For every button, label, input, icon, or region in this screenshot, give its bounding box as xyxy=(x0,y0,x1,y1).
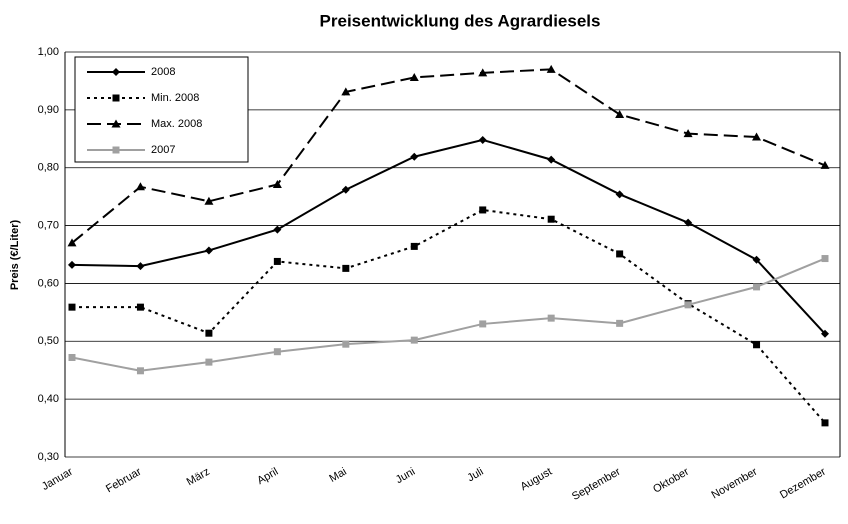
y-tick-label: 0,90 xyxy=(38,104,59,116)
y-tick-label: 0,30 xyxy=(38,451,59,463)
x-tick-label: März xyxy=(185,466,212,489)
series-line xyxy=(72,208,826,424)
data-point xyxy=(820,160,830,169)
x-tick-label: Mai xyxy=(327,466,348,485)
legend-marker xyxy=(111,119,121,128)
y-tick-label: 1,00 xyxy=(38,46,59,58)
data-point xyxy=(479,206,487,214)
data-point xyxy=(204,246,213,255)
data-point xyxy=(616,250,624,258)
data-point xyxy=(752,255,761,264)
data-point xyxy=(272,179,282,188)
data-point xyxy=(410,336,418,344)
legend-label: 2007 xyxy=(151,144,175,156)
data-point xyxy=(273,257,281,265)
y-tick-label: 0,50 xyxy=(38,335,59,347)
y-axis-label: Preis (€/Liter) xyxy=(9,220,21,291)
series-line xyxy=(71,68,826,244)
data-point xyxy=(478,68,488,77)
data-point xyxy=(136,262,145,271)
data-point xyxy=(273,225,282,234)
data-point xyxy=(753,283,761,291)
legend-label: Max. 2008 xyxy=(151,118,202,130)
x-tick-label: November xyxy=(710,466,760,502)
data-point xyxy=(684,218,693,227)
x-tick-label: Juni xyxy=(394,466,417,486)
data-point xyxy=(752,132,762,141)
legend-label: Min. 2008 xyxy=(151,92,199,104)
y-tick-label: 0,60 xyxy=(38,277,59,289)
data-point xyxy=(410,152,419,161)
y-tick-label: 0,80 xyxy=(38,162,59,174)
data-point xyxy=(478,135,487,144)
data-point xyxy=(547,314,555,322)
data-point xyxy=(753,341,761,349)
data-point xyxy=(273,348,281,356)
data-point xyxy=(821,329,829,338)
data-point xyxy=(410,242,418,250)
x-tick-label: Dezember xyxy=(778,466,828,502)
data-point xyxy=(205,329,213,337)
y-tick-label: 0,40 xyxy=(38,393,59,405)
legend-marker xyxy=(112,146,120,154)
data-point xyxy=(821,419,829,427)
data-point xyxy=(341,185,350,194)
data-point xyxy=(136,303,144,311)
series-line xyxy=(71,138,826,335)
data-point xyxy=(684,301,692,309)
data-point xyxy=(68,260,76,269)
x-tick-label: Oktober xyxy=(651,466,691,496)
data-point xyxy=(547,215,555,223)
data-point xyxy=(616,319,624,327)
data-point xyxy=(204,196,214,205)
data-point xyxy=(615,190,624,199)
data-point xyxy=(615,109,625,118)
data-point xyxy=(136,367,144,375)
legend-marker xyxy=(112,94,120,102)
data-point xyxy=(341,87,351,96)
chart-title: Preisentwicklung des Agrardiesels xyxy=(320,11,601,30)
data-point xyxy=(479,320,487,328)
data-point xyxy=(683,129,693,138)
x-tick-label: Juli xyxy=(465,466,485,485)
legend-marker xyxy=(112,68,120,76)
x-tick-label: Januar xyxy=(40,466,75,493)
x-tick-label: Februar xyxy=(104,466,144,496)
data-point xyxy=(547,155,556,164)
data-point xyxy=(342,264,350,272)
x-tick-label: August xyxy=(518,466,554,494)
data-point xyxy=(135,182,145,191)
x-tick-label: September xyxy=(570,466,623,503)
data-point xyxy=(409,72,419,81)
data-point xyxy=(67,238,77,247)
series-line xyxy=(71,257,826,372)
data-point xyxy=(546,64,556,73)
x-tick-label: April xyxy=(255,466,280,487)
data-point xyxy=(68,353,76,361)
data-point xyxy=(821,255,829,263)
data-point xyxy=(205,358,213,366)
data-point xyxy=(342,340,350,348)
legend-box xyxy=(74,56,249,163)
data-point xyxy=(68,303,76,311)
y-tick-label: 0,70 xyxy=(38,219,59,231)
legend-label: 2008 xyxy=(151,66,175,78)
